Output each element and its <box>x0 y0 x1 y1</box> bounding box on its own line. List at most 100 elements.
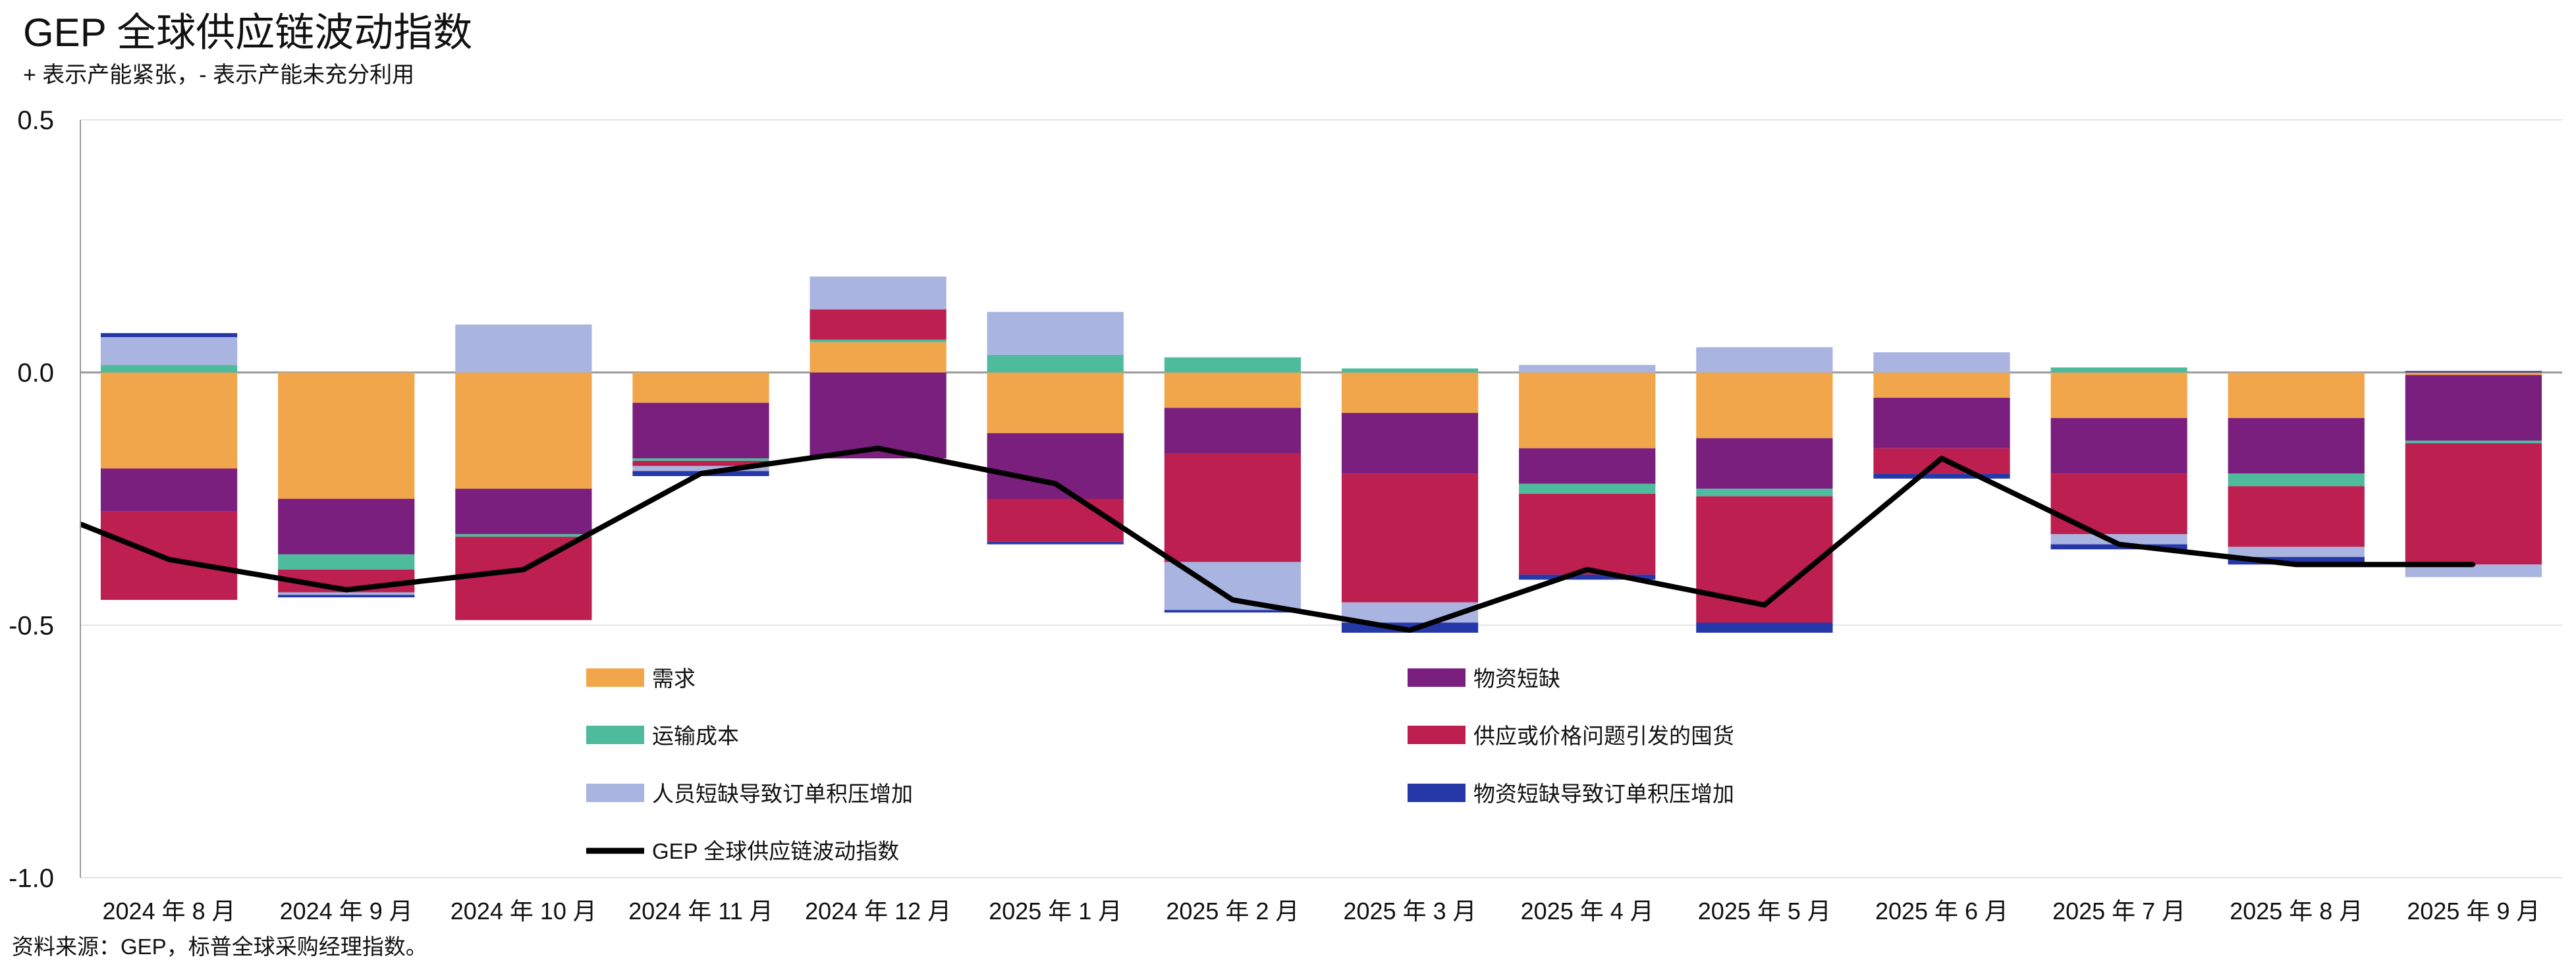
legend-swatch <box>586 726 644 744</box>
y-tick-label: 0.5 <box>17 106 54 135</box>
bar-segment <box>2050 534 2187 545</box>
bar-segment <box>2050 367 2187 373</box>
legend-label: 物资短缺 <box>1473 666 1560 691</box>
bar-segment <box>1696 438 1833 489</box>
bar-segment <box>278 592 415 595</box>
x-tick-label: 2025 年 8 月 <box>2230 898 2363 925</box>
bar-segment <box>809 276 946 310</box>
bar-segment <box>100 337 238 365</box>
bar-segment <box>632 460 769 466</box>
bar-segment <box>1164 357 1302 373</box>
index-point <box>2117 542 2122 547</box>
x-tick-label: 2025 年 1 月 <box>989 898 1122 925</box>
bar-segment <box>2228 418 2365 474</box>
bar-segment <box>1519 448 1656 484</box>
y-tick-label: 0.0 <box>17 359 54 388</box>
x-tick-label: 2025 年 9 月 <box>2407 898 2540 925</box>
bar-segment <box>1341 413 1479 474</box>
x-tick-label: 2024 年 9 月 <box>280 898 413 925</box>
bar-segment <box>2228 473 2365 487</box>
bar-segment <box>1696 372 1833 439</box>
bar-segment <box>2050 372 2187 418</box>
bar-segment <box>455 537 592 620</box>
index-point <box>344 587 348 592</box>
bar-segment <box>1164 372 1302 408</box>
bar-segment <box>1519 493 1656 575</box>
bar-segment <box>2405 371 2542 373</box>
bar-segment <box>632 372 769 403</box>
bar-segment <box>987 498 1124 542</box>
legend-label: 运输成本 <box>652 724 739 748</box>
legend-label: GEP 全球供应链波动指数 <box>652 839 899 863</box>
x-tick-label: 2024 年 11 月 <box>628 898 773 925</box>
bar-segment <box>2405 441 2542 444</box>
index-point <box>1585 567 1589 572</box>
legend-label: 人员短缺导致订单积压增加 <box>652 782 913 806</box>
legend-swatch <box>586 784 644 802</box>
legend-label: 物资短缺导致订单积压增加 <box>1473 782 1734 806</box>
bar-segment <box>2405 443 2542 565</box>
bar-segment <box>632 458 769 461</box>
x-tick-label: 2025 年 4 月 <box>1521 898 1654 925</box>
bar-segment <box>1519 574 1656 580</box>
bar-segment <box>1341 372 1479 414</box>
bar-segment <box>455 324 592 373</box>
bar-segment <box>987 372 1124 433</box>
bar-segment <box>2228 547 2365 557</box>
bar-segment <box>2228 486 2365 547</box>
bar-segment <box>987 541 1124 545</box>
grid-layer <box>80 119 2562 878</box>
index-point <box>521 567 526 572</box>
bar-segment <box>1873 398 2010 448</box>
legend-swatch <box>1408 668 1466 687</box>
bar-segment <box>2228 556 2365 565</box>
bar-segment <box>1519 365 1656 373</box>
bar-segment <box>100 511 238 600</box>
bar-segment <box>1164 453 1302 562</box>
index-point <box>1940 456 1944 461</box>
x-tick-label: 2025 年 7 月 <box>2052 898 2185 925</box>
bar-segment <box>100 333 238 337</box>
axis-layer: 0.5 0.0 -0.5 -1.0 2024 年 8 月 2024 年 9 月 2024 年… <box>9 106 2540 925</box>
index-point <box>1053 481 1058 486</box>
bar-segment <box>2405 372 2542 375</box>
bar-segment <box>1519 372 1656 448</box>
x-tick-label: 2024 年 12 月 <box>805 898 951 925</box>
bar-segment <box>2405 375 2542 441</box>
chart-subtitle: + 表示产能紧张，- 表示产能未充分利用 <box>23 63 415 88</box>
bar-segment <box>987 354 1124 373</box>
bar-segment <box>100 372 238 469</box>
chart-title: GEP 全球供应链波动指数 <box>23 11 473 55</box>
y-tick-label: -1.0 <box>9 864 54 893</box>
line-layer <box>79 445 2476 633</box>
x-tick-label: 2025 年 3 月 <box>1344 898 1477 925</box>
bar-segment <box>278 554 415 570</box>
bar-segment <box>1696 622 1833 633</box>
bar-segment <box>100 468 238 512</box>
x-tick-label: 2025 年 2 月 <box>1166 898 1299 925</box>
legend-swatch <box>586 668 644 687</box>
x-tick-label: 2025 年 5 月 <box>1698 898 1831 925</box>
source-note: 资料来源：GEP，标普全球采购经理指数。 <box>12 934 427 959</box>
index-point <box>167 557 171 562</box>
bar-segment <box>1341 368 1479 373</box>
index-point <box>2294 562 2299 567</box>
bar-segment <box>455 372 592 489</box>
bar-segment <box>1873 473 2010 479</box>
bar-segment <box>1873 372 2010 398</box>
bars-layer <box>100 276 2542 633</box>
index-point <box>1762 603 1767 607</box>
bar-segment <box>278 498 415 554</box>
bar-segment <box>1873 352 2010 373</box>
y-tick-label: -0.5 <box>9 611 54 640</box>
bar-segment <box>632 402 769 459</box>
x-tick-label: 2024 年 8 月 <box>103 898 236 925</box>
bar-segment <box>2405 564 2542 578</box>
legend-swatch <box>1408 726 1466 744</box>
index-point <box>1230 597 1235 602</box>
legend-label: 供应或价格问题引发的囤货 <box>1473 724 1734 748</box>
bar-segment <box>987 433 1124 499</box>
bar-segment <box>278 372 415 499</box>
